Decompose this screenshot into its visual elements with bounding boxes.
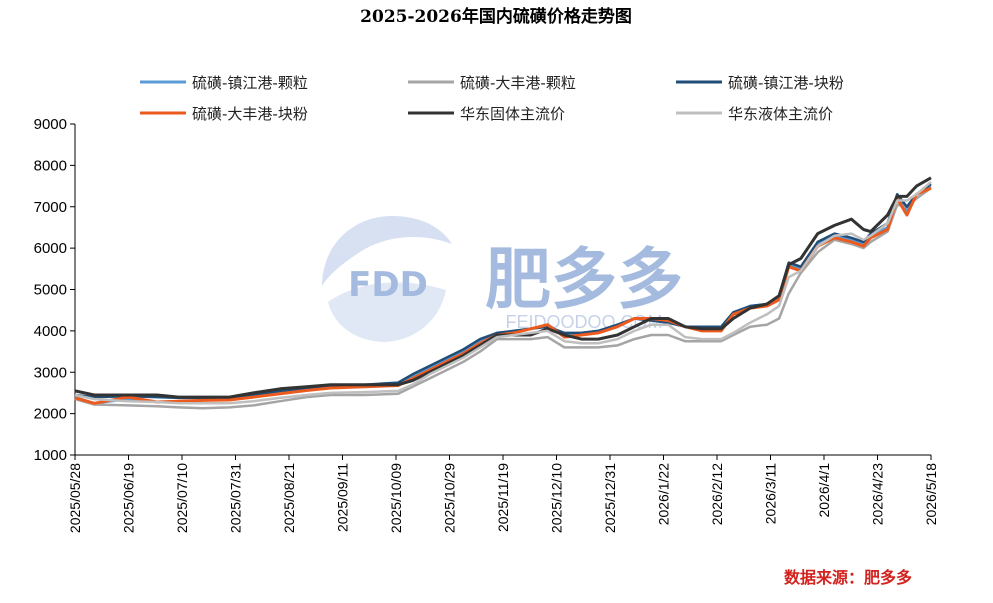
x-tick-label: 2026/5/18	[923, 463, 939, 525]
series-line-5	[74, 180, 932, 405]
source-note: 数据来源：肥多多	[784, 568, 912, 587]
x-tick-label: 2025/12/31	[602, 463, 618, 533]
legend-label-3: 硫磺-大丰港-块粉	[192, 105, 308, 123]
series-line-4	[74, 176, 932, 399]
chart-title: 2025-2026年国内硫磺价格走势图	[360, 6, 632, 27]
x-tick-label: 2025/10/29	[442, 463, 458, 533]
axes: 1000 2000 3000 4000 5000 6000 7000 8000 9000 2025…	[34, 116, 939, 533]
x-tick-label: 2025/09/11	[335, 463, 351, 532]
series-line-3	[74, 186, 932, 405]
watermark: FDD 肥多多 FEIDOODOO.COM	[322, 216, 683, 342]
y-tick-label: 5000	[34, 282, 67, 299]
x-tick-label: 2026/2/12	[709, 463, 725, 525]
x-tick-label: 2026/3/11	[763, 463, 779, 524]
y-tick-label: 9000	[34, 116, 67, 133]
series-line-1	[74, 187, 932, 410]
x-tick-label: 2025/11/19	[495, 463, 511, 532]
y-tick-label: 8000	[34, 157, 67, 174]
x-tick-label: 2025/12/10	[549, 463, 565, 533]
x-tick-label: 2026/1/22	[656, 463, 672, 525]
y-tick-label: 6000	[34, 240, 67, 257]
fdd-logo: FDD	[322, 216, 452, 342]
x-tick-label: 2025/06/19	[121, 463, 137, 533]
legend-label-0: 硫磺-镇江港-颗粒	[192, 74, 308, 92]
legend-label-4: 华东固体主流价	[460, 105, 565, 123]
y-tick-label: 7000	[34, 199, 67, 216]
y-tick-label: 4000	[34, 323, 67, 340]
watermark-logo-text: FDD	[348, 265, 428, 305]
x-tick-label: 2026/4/23	[870, 463, 886, 525]
y-tick-label: 2000	[34, 406, 67, 423]
legend-label-5: 华东液体主流价	[728, 105, 833, 123]
x-tick-label: 2025/10/09	[388, 463, 404, 533]
x-tick-label: 2026/4/1	[816, 463, 832, 518]
legend-label-1: 硫磺-大丰港-颗粒	[460, 74, 576, 92]
x-tick-label: 2025/05/28	[67, 463, 83, 533]
watermark-brand: 肥多多	[485, 241, 683, 318]
x-tick-label: 2025/07/10	[174, 463, 190, 533]
x-tick-label: 2025/07/31	[228, 463, 244, 533]
y-tick-label: 1000	[34, 447, 67, 464]
y-tick-label: 3000	[34, 364, 67, 381]
legend-label-2: 硫磺-镇江港-块粉	[728, 74, 844, 92]
x-tick-label: 2025/08/21	[281, 463, 297, 533]
series-lines	[74, 176, 932, 410]
